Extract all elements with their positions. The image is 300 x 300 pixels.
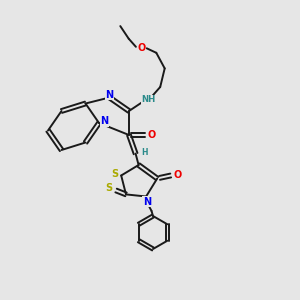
Text: O: O xyxy=(173,170,182,181)
Text: H: H xyxy=(141,148,147,157)
Text: S: S xyxy=(105,183,112,194)
Text: O: O xyxy=(137,43,146,53)
Text: O: O xyxy=(147,130,156,140)
Text: N: N xyxy=(100,116,108,127)
Text: N: N xyxy=(142,197,151,207)
Text: S: S xyxy=(111,169,118,179)
Text: N: N xyxy=(105,89,114,100)
Text: NH: NH xyxy=(141,95,155,104)
